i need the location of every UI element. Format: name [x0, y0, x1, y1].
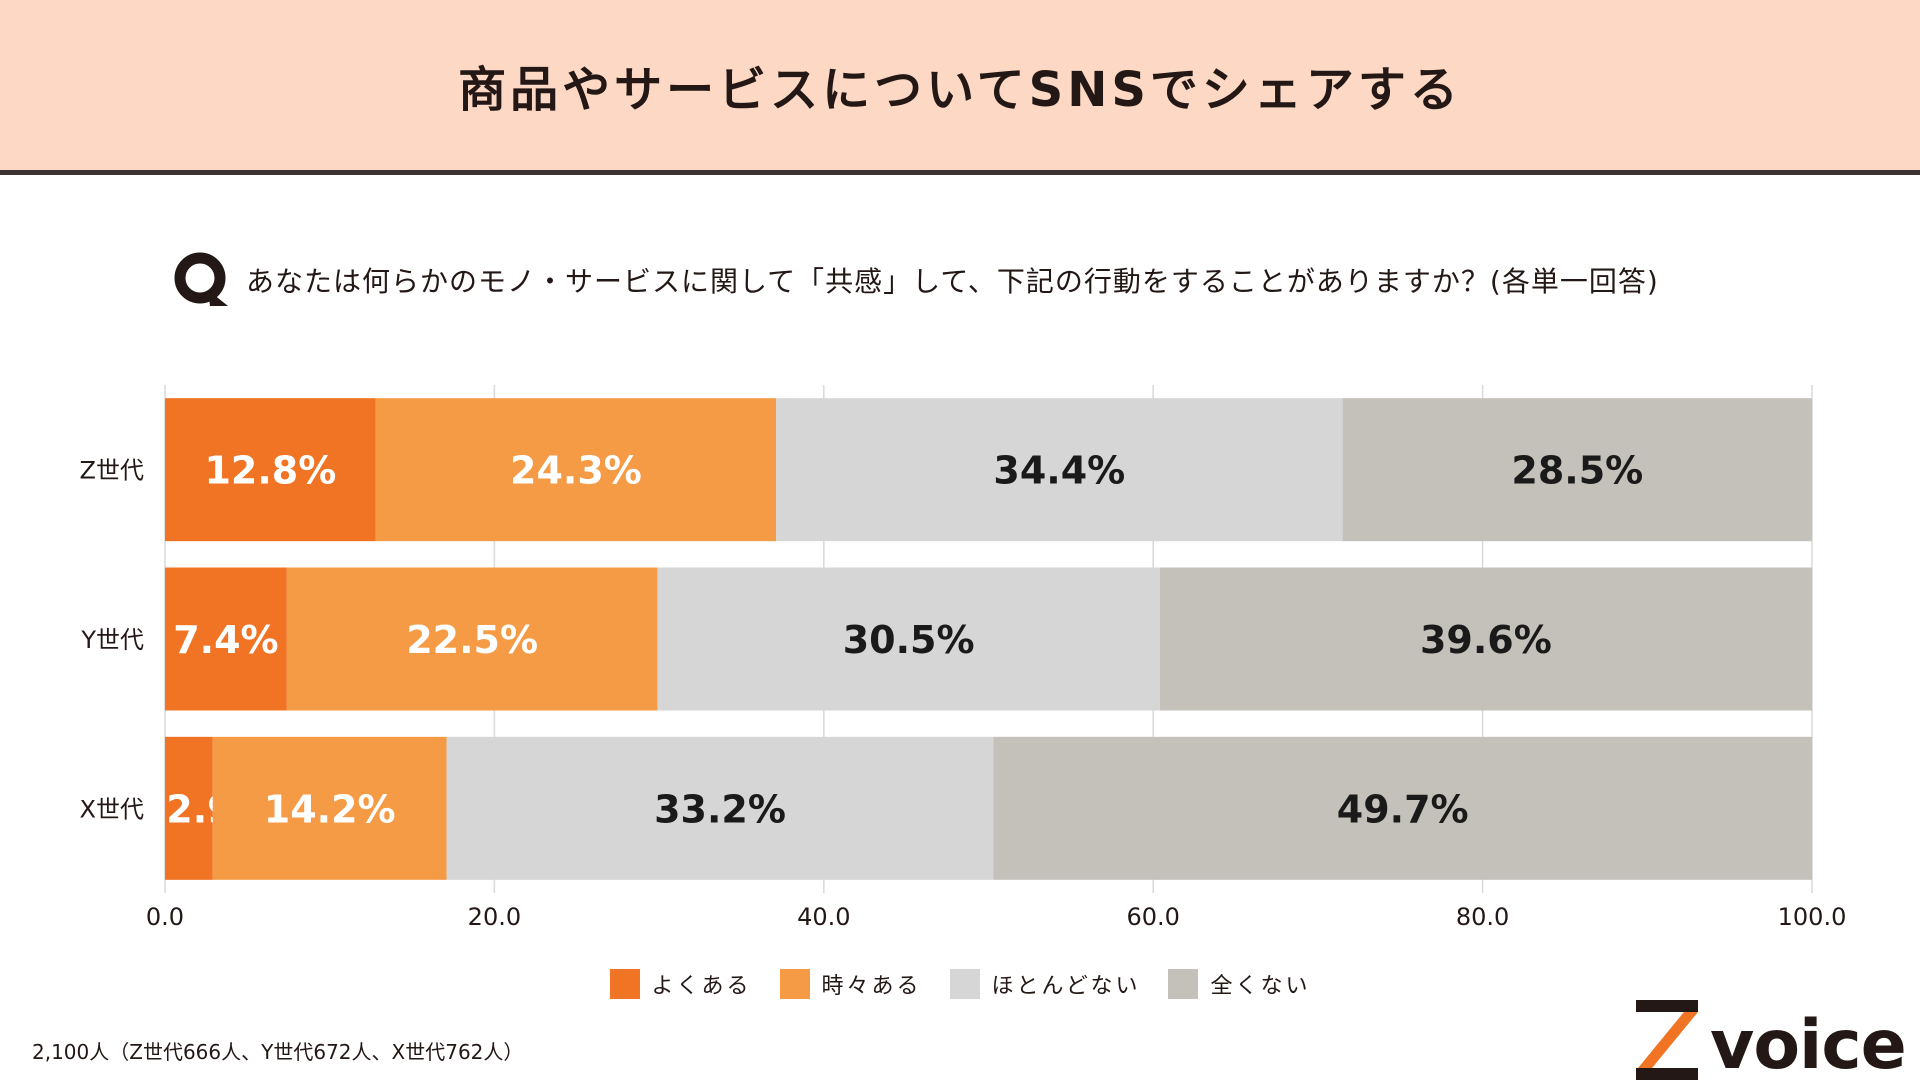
bar-1-3	[1159, 567, 1812, 711]
legend-item-3: 全くない	[1168, 968, 1310, 1000]
data-label-0-0: 12.8%	[204, 449, 336, 493]
data-label-2-3: 49.7%	[1337, 787, 1469, 831]
bar-1-0	[165, 567, 287, 711]
x-tick-label-2: 40.0	[797, 903, 850, 931]
legend-swatch-2	[949, 969, 980, 999]
data-label-1-1: 22.5%	[406, 618, 538, 662]
bar-2-2	[446, 736, 994, 880]
data-label-0-3: 28.5%	[1511, 449, 1643, 493]
zvoice-logo: voice	[1636, 996, 1907, 1085]
bar-0-3	[1342, 398, 1812, 542]
legend-swatch-3	[1168, 969, 1199, 999]
legend-item-1: 時々ある	[779, 968, 922, 1000]
legend-swatch-1	[779, 969, 810, 999]
x-tick-label-1: 20.0	[468, 903, 521, 931]
legend-label-3: 全くない	[1210, 974, 1311, 999]
legend-swatch-0	[609, 969, 640, 999]
x-tick-label-5: 100.0	[1778, 903, 1847, 931]
data-label-1-0: 7.4%	[173, 618, 278, 662]
legend-label-2: ほとんどない	[991, 974, 1141, 999]
bar-2-0	[165, 736, 213, 880]
bar-2-1	[212, 736, 447, 880]
chart-legend: よくある 時々ある ほとんどない 全くない	[0, 968, 1920, 1000]
logo-z-mark	[1636, 1000, 1698, 1080]
x-tick-label-0: 0.0	[146, 903, 184, 931]
legend-label-0: よくある	[651, 974, 752, 999]
data-label-1-2: 30.5%	[843, 618, 975, 662]
bar-0-2	[776, 398, 1343, 542]
bar-1-1	[286, 567, 658, 711]
legend-item-0: よくある	[609, 968, 752, 1000]
category-label-1: Y世代	[80, 626, 144, 654]
bar-0-1	[375, 398, 777, 542]
bar-0-0	[165, 398, 376, 542]
category-label-2: X世代	[80, 795, 144, 823]
data-label-1-3: 39.6%	[1420, 618, 1552, 662]
x-tick-label-4: 80.0	[1456, 903, 1509, 931]
bar-1-2	[657, 567, 1160, 711]
title-banner: 商品やサービスについてSNSでシェアする	[0, 0, 1920, 175]
chart-svg: 12.8% 24.3% 34.4% 28.5% Z世代 7.4% 22.5% 30.5% 39.…	[80, 385, 1847, 931]
logo-wordmark: voice	[1710, 1006, 1907, 1085]
category-label-0: Z世代	[80, 457, 144, 485]
legend-label-1: 時々ある	[821, 974, 922, 999]
question-text: あなたは何らかのモノ・サービスに関して「共感」して、下記の行動をすることがありま…	[246, 265, 1659, 298]
q-icon	[174, 252, 228, 306]
data-label-2-1: 14.2%	[264, 787, 396, 831]
sample-size-footnote: 2,100人（Z世代666人、Y世代672人、X世代762人）	[32, 1040, 524, 1064]
x-tick-label-3: 60.0	[1126, 903, 1179, 931]
page-title: 商品やサービスについてSNSでシェアする	[458, 62, 1462, 118]
data-label-0-1: 24.3%	[510, 449, 642, 493]
data-label-0-2: 34.4%	[993, 449, 1125, 493]
data-label-2-2: 33.2%	[654, 787, 786, 831]
question-row: あなたは何らかのモノ・サービスに関して「共感」して、下記の行動をすることがありま…	[170, 252, 1659, 308]
legend-item-2: ほとんどない	[949, 968, 1141, 1000]
bar-2-3	[993, 736, 1812, 880]
